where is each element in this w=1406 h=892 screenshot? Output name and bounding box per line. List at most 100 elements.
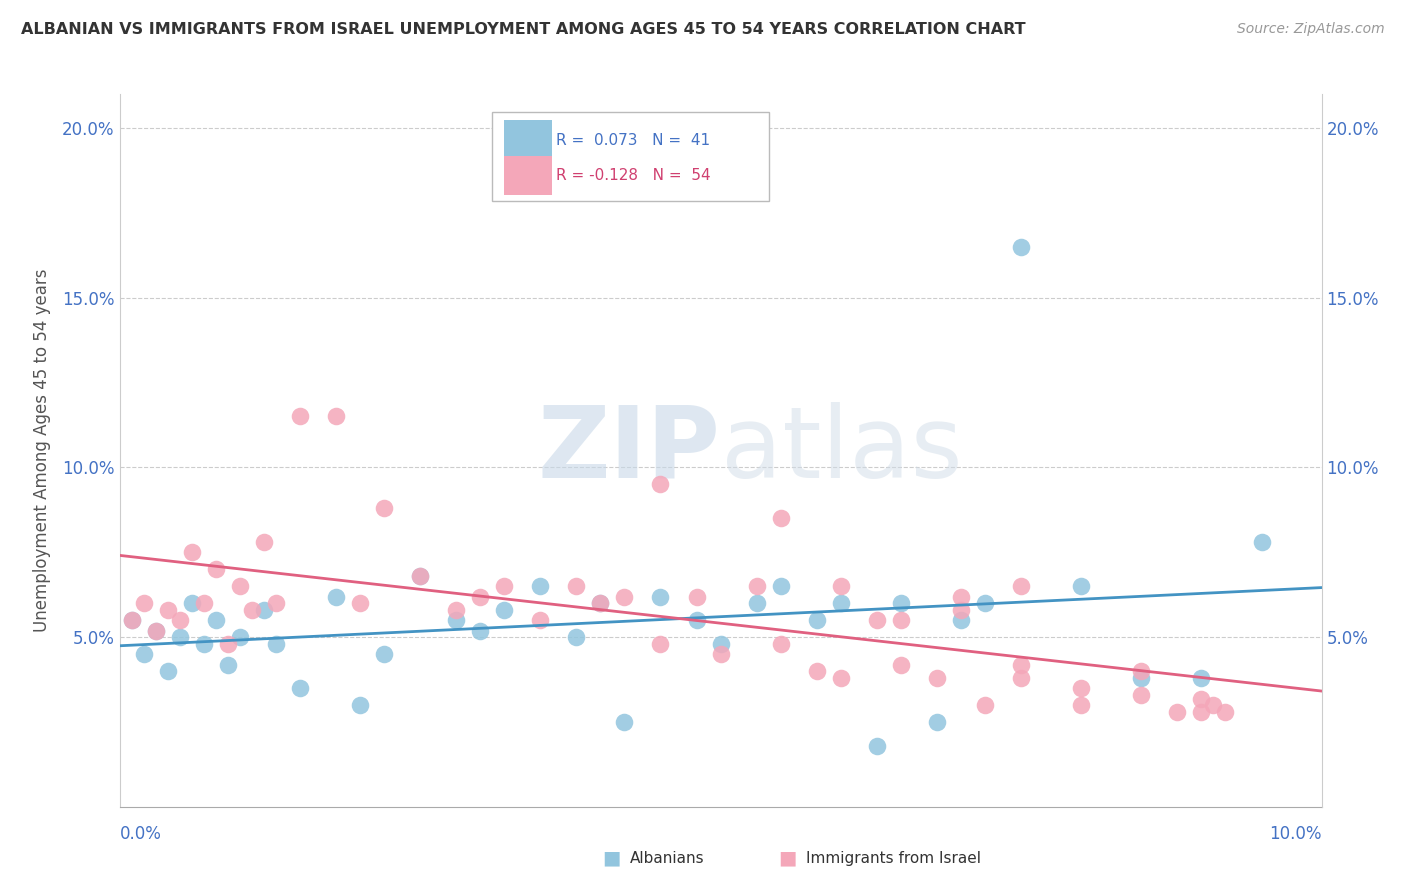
Point bbox=[1010, 579, 1032, 593]
Point bbox=[769, 637, 792, 651]
Point bbox=[890, 596, 912, 610]
Point bbox=[325, 590, 347, 604]
Point bbox=[1130, 688, 1153, 702]
Point bbox=[589, 596, 612, 610]
Point bbox=[1070, 698, 1092, 713]
Point bbox=[745, 596, 768, 610]
Point bbox=[409, 569, 432, 583]
Point bbox=[769, 579, 792, 593]
Point bbox=[253, 535, 276, 549]
Point bbox=[145, 624, 167, 638]
Text: ZIP: ZIP bbox=[537, 402, 720, 499]
Point bbox=[121, 613, 143, 627]
Point bbox=[1010, 657, 1032, 672]
Point bbox=[180, 545, 202, 559]
Point bbox=[925, 715, 948, 730]
Point bbox=[830, 671, 852, 685]
Text: Source: ZipAtlas.com: Source: ZipAtlas.com bbox=[1237, 22, 1385, 37]
Point bbox=[468, 624, 492, 638]
Point bbox=[349, 596, 371, 610]
Point bbox=[240, 603, 263, 617]
Point bbox=[890, 657, 912, 672]
Point bbox=[830, 596, 852, 610]
Text: Immigrants from Israel: Immigrants from Israel bbox=[806, 851, 980, 865]
Point bbox=[373, 501, 395, 516]
Point bbox=[325, 409, 347, 424]
Point bbox=[193, 596, 215, 610]
Point bbox=[1189, 705, 1212, 719]
Point bbox=[468, 590, 492, 604]
Point bbox=[373, 648, 395, 662]
Point bbox=[890, 613, 912, 627]
Y-axis label: Unemployment Among Ages 45 to 54 years: Unemployment Among Ages 45 to 54 years bbox=[32, 268, 51, 632]
Point bbox=[974, 596, 997, 610]
Point bbox=[204, 562, 226, 576]
Point bbox=[494, 603, 516, 617]
Point bbox=[650, 637, 672, 651]
Point bbox=[1010, 239, 1032, 253]
Point bbox=[1189, 691, 1212, 706]
Point bbox=[145, 624, 167, 638]
Point bbox=[264, 637, 287, 651]
Point bbox=[613, 715, 636, 730]
Point bbox=[529, 579, 551, 593]
Text: 10.0%: 10.0% bbox=[1270, 825, 1322, 843]
Point bbox=[253, 603, 276, 617]
Point bbox=[121, 613, 143, 627]
Text: ■: ■ bbox=[778, 848, 797, 868]
Text: ■: ■ bbox=[602, 848, 621, 868]
Text: ALBANIAN VS IMMIGRANTS FROM ISRAEL UNEMPLOYMENT AMONG AGES 45 TO 54 YEARS CORREL: ALBANIAN VS IMMIGRANTS FROM ISRAEL UNEMP… bbox=[21, 22, 1026, 37]
Point bbox=[1250, 535, 1272, 549]
Point bbox=[132, 648, 155, 662]
Point bbox=[1130, 665, 1153, 679]
Point bbox=[288, 409, 311, 424]
Point bbox=[925, 671, 948, 685]
Point bbox=[950, 590, 973, 604]
Point bbox=[589, 596, 612, 610]
Point bbox=[349, 698, 371, 713]
Point bbox=[494, 579, 516, 593]
Point bbox=[709, 637, 731, 651]
Point bbox=[806, 665, 828, 679]
Point bbox=[193, 637, 215, 651]
Point bbox=[228, 579, 252, 593]
Text: 0.0%: 0.0% bbox=[120, 825, 162, 843]
Point bbox=[974, 698, 997, 713]
Point bbox=[1215, 705, 1237, 719]
Point bbox=[650, 590, 672, 604]
Text: R = -0.128   N =  54: R = -0.128 N = 54 bbox=[555, 169, 710, 183]
Point bbox=[288, 681, 311, 696]
Point bbox=[685, 613, 707, 627]
Point bbox=[1070, 579, 1092, 593]
Point bbox=[565, 631, 588, 645]
Point bbox=[745, 579, 768, 593]
Point bbox=[1202, 698, 1225, 713]
Point bbox=[529, 613, 551, 627]
Point bbox=[613, 590, 636, 604]
FancyBboxPatch shape bbox=[505, 156, 553, 195]
Point bbox=[650, 477, 672, 491]
Point bbox=[1070, 681, 1092, 696]
Point bbox=[156, 603, 179, 617]
Point bbox=[1189, 671, 1212, 685]
Point bbox=[228, 631, 252, 645]
Point bbox=[444, 603, 467, 617]
Point bbox=[1010, 671, 1032, 685]
Point bbox=[950, 613, 973, 627]
Point bbox=[565, 579, 588, 593]
FancyBboxPatch shape bbox=[505, 120, 553, 160]
Point bbox=[169, 613, 191, 627]
FancyBboxPatch shape bbox=[492, 112, 769, 201]
Point bbox=[806, 613, 828, 627]
Text: atlas: atlas bbox=[720, 402, 962, 499]
Point bbox=[866, 739, 889, 753]
Text: R =  0.073   N =  41: R = 0.073 N = 41 bbox=[555, 133, 710, 147]
Point bbox=[204, 613, 226, 627]
Point bbox=[132, 596, 155, 610]
Point bbox=[950, 603, 973, 617]
Point bbox=[444, 613, 467, 627]
Point bbox=[866, 613, 889, 627]
Point bbox=[409, 569, 432, 583]
Point bbox=[685, 590, 707, 604]
Point bbox=[217, 657, 239, 672]
